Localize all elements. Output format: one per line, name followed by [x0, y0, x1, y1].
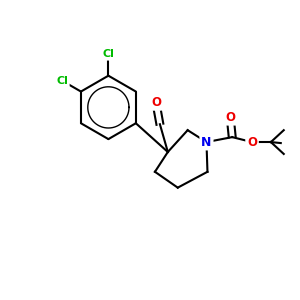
- Text: O: O: [151, 96, 161, 109]
- Text: O: O: [247, 136, 257, 148]
- Text: O: O: [225, 111, 235, 124]
- Text: Cl: Cl: [103, 49, 114, 59]
- Text: Cl: Cl: [56, 76, 68, 85]
- Text: N: N: [201, 136, 212, 148]
